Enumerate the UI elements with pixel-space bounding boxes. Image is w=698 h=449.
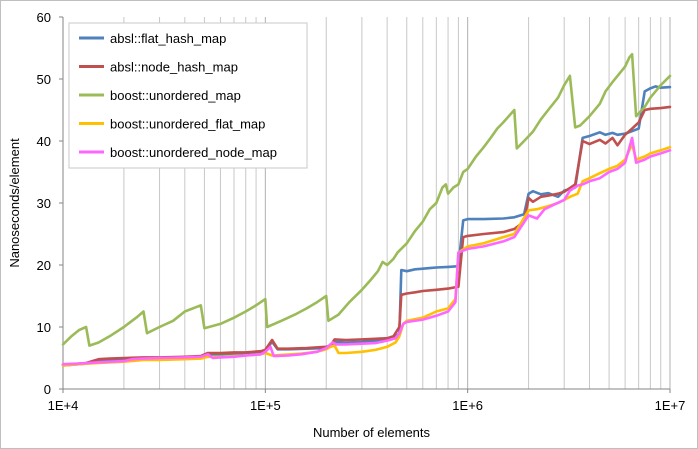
x-tick-label: 1E+5 — [250, 398, 281, 413]
y-tick-label: 50 — [37, 72, 51, 87]
y-axis-title: Nanoseconds/element — [7, 138, 22, 268]
y-tick-label: 0 — [44, 382, 51, 397]
x-axis-ticks: 1E+4 1E+5 1E+6 1E+7 — [48, 389, 686, 413]
legend-label: boost::unordered_map — [110, 88, 241, 103]
x-axis-title: Number of elements — [313, 425, 431, 440]
y-tick-label: 40 — [37, 134, 51, 149]
legend-box — [68, 22, 308, 169]
y-tick-label: 30 — [37, 196, 51, 211]
y-tick-label: 20 — [37, 258, 51, 273]
x-tick-label: 1E+6 — [452, 398, 483, 413]
series-line-4 — [61, 136, 672, 366]
legend-label: absl::node_hash_map — [110, 60, 238, 75]
series-line-2 — [61, 52, 672, 347]
legend-label: absl::flat_hash_map — [110, 31, 226, 46]
x-tick-label: 1E+7 — [655, 398, 686, 413]
y-tick-label: 10 — [37, 320, 51, 335]
legend: absl::flat_hash_mapabsl::node_hash_mapbo… — [68, 22, 308, 169]
legend-label: boost::unordered_node_map — [110, 145, 277, 160]
y-axis-ticks: 0 10 20 30 40 50 60 — [37, 10, 63, 397]
x-tick-label: 1E+4 — [48, 398, 79, 413]
legend-label: boost::unordered_flat_map — [110, 117, 265, 132]
series-line-1 — [61, 105, 672, 367]
y-tick-label: 60 — [37, 10, 51, 25]
series-lines — [61, 52, 672, 367]
